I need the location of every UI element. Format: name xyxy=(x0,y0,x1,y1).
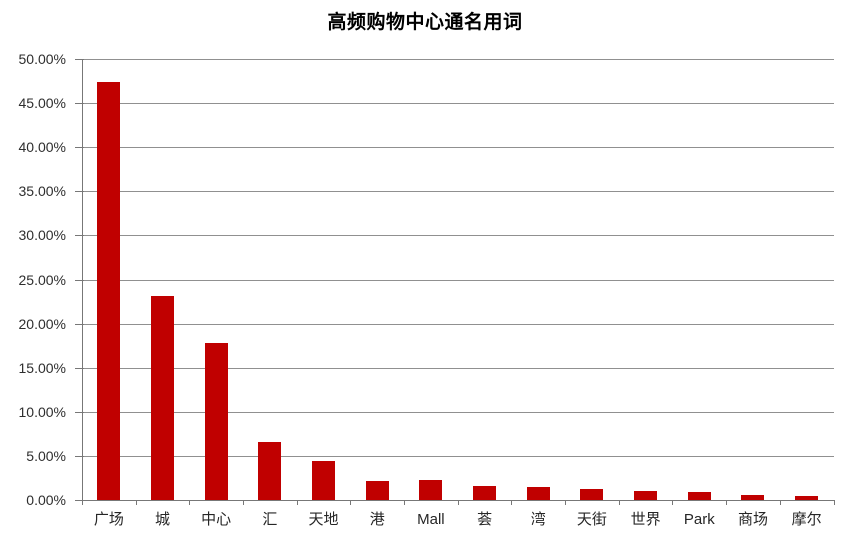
y-tick-label: 30.00% xyxy=(18,227,66,244)
y-axis-tick xyxy=(75,279,84,281)
y-gridline xyxy=(82,59,834,60)
bar xyxy=(580,489,604,500)
y-tick-label: 35.00% xyxy=(18,183,66,200)
y-tick-label: 25.00% xyxy=(18,271,66,288)
x-tick-label: 世界 xyxy=(630,511,661,528)
x-tick-label: 汇 xyxy=(262,511,278,528)
x-tick-label: 商场 xyxy=(737,511,768,528)
x-tick-label: 荟 xyxy=(477,511,493,528)
y-axis-tick xyxy=(75,500,84,501)
x-axis-tick xyxy=(350,500,352,505)
y-tick-label: 20.00% xyxy=(18,315,66,332)
x-axis-tick xyxy=(511,500,513,505)
x-axis-tick xyxy=(565,500,567,505)
y-tick-label: 50.00% xyxy=(18,51,66,67)
y-tick-label: 10.00% xyxy=(18,403,66,420)
bar xyxy=(795,495,819,500)
x-axis-tick xyxy=(189,500,191,505)
y-axis-tick xyxy=(75,235,84,237)
y-gridline xyxy=(82,235,834,237)
bar xyxy=(419,479,443,500)
y-tick-label: 0.00% xyxy=(26,492,66,508)
y-gridline xyxy=(82,191,834,193)
x-axis-tick xyxy=(779,500,781,505)
y-axis-tick xyxy=(75,147,84,149)
x-tick-label: 天街 xyxy=(576,511,607,528)
bar xyxy=(741,494,765,500)
y-axis-tick xyxy=(75,411,84,413)
x-tick-label: Park xyxy=(683,511,715,528)
x-tick-label: 天地 xyxy=(308,511,339,528)
bar xyxy=(634,491,658,500)
y-tick-label: 5.00% xyxy=(26,447,66,464)
bar xyxy=(312,461,336,500)
x-axis-line xyxy=(82,500,835,501)
y-gridline xyxy=(82,411,834,413)
x-axis-tick xyxy=(457,500,459,505)
y-gridline xyxy=(82,367,834,369)
bar xyxy=(687,492,711,500)
y-gridline xyxy=(82,279,834,281)
x-axis-tick xyxy=(243,500,245,505)
x-tick-label: 湾 xyxy=(530,511,546,528)
bar xyxy=(473,485,497,500)
y-axis-tick xyxy=(75,103,84,105)
y-axis-tick xyxy=(75,59,84,60)
y-axis-tick xyxy=(75,367,84,369)
y-gridline xyxy=(82,455,834,457)
y-tick-label: 15.00% xyxy=(18,359,66,376)
y-tick-label: 40.00% xyxy=(18,139,66,156)
x-tick-label: 摩尔 xyxy=(791,511,822,528)
x-axis-tick xyxy=(404,500,406,505)
y-axis-tick xyxy=(75,191,84,193)
x-axis-tick xyxy=(618,500,620,505)
x-axis-tick xyxy=(833,500,835,505)
bar xyxy=(97,81,121,500)
y-axis-tick xyxy=(75,455,84,457)
x-tick-label: 广场 xyxy=(93,511,124,528)
x-tick-label: 城 xyxy=(155,511,171,528)
x-axis-tick xyxy=(82,500,83,505)
x-axis-tick xyxy=(672,500,674,505)
y-tick-label: 45.00% xyxy=(18,95,66,112)
bar xyxy=(526,486,550,500)
y-gridline xyxy=(82,103,834,105)
x-tick-label: 中心 xyxy=(201,511,232,528)
chart-title: 高频购物中心通名用词 xyxy=(327,12,523,33)
y-gridline xyxy=(82,147,834,149)
x-tick-label: 港 xyxy=(369,511,385,528)
bar xyxy=(365,480,389,500)
x-axis-tick xyxy=(726,500,728,505)
bar xyxy=(258,441,282,500)
y-gridline xyxy=(82,323,834,325)
bar xyxy=(204,343,228,500)
y-axis-tick xyxy=(75,323,84,325)
bar xyxy=(151,296,175,500)
x-axis-tick xyxy=(135,500,137,505)
x-axis-tick xyxy=(296,500,298,505)
x-tick-label: Mall xyxy=(417,511,445,528)
y-axis-line xyxy=(82,59,83,500)
